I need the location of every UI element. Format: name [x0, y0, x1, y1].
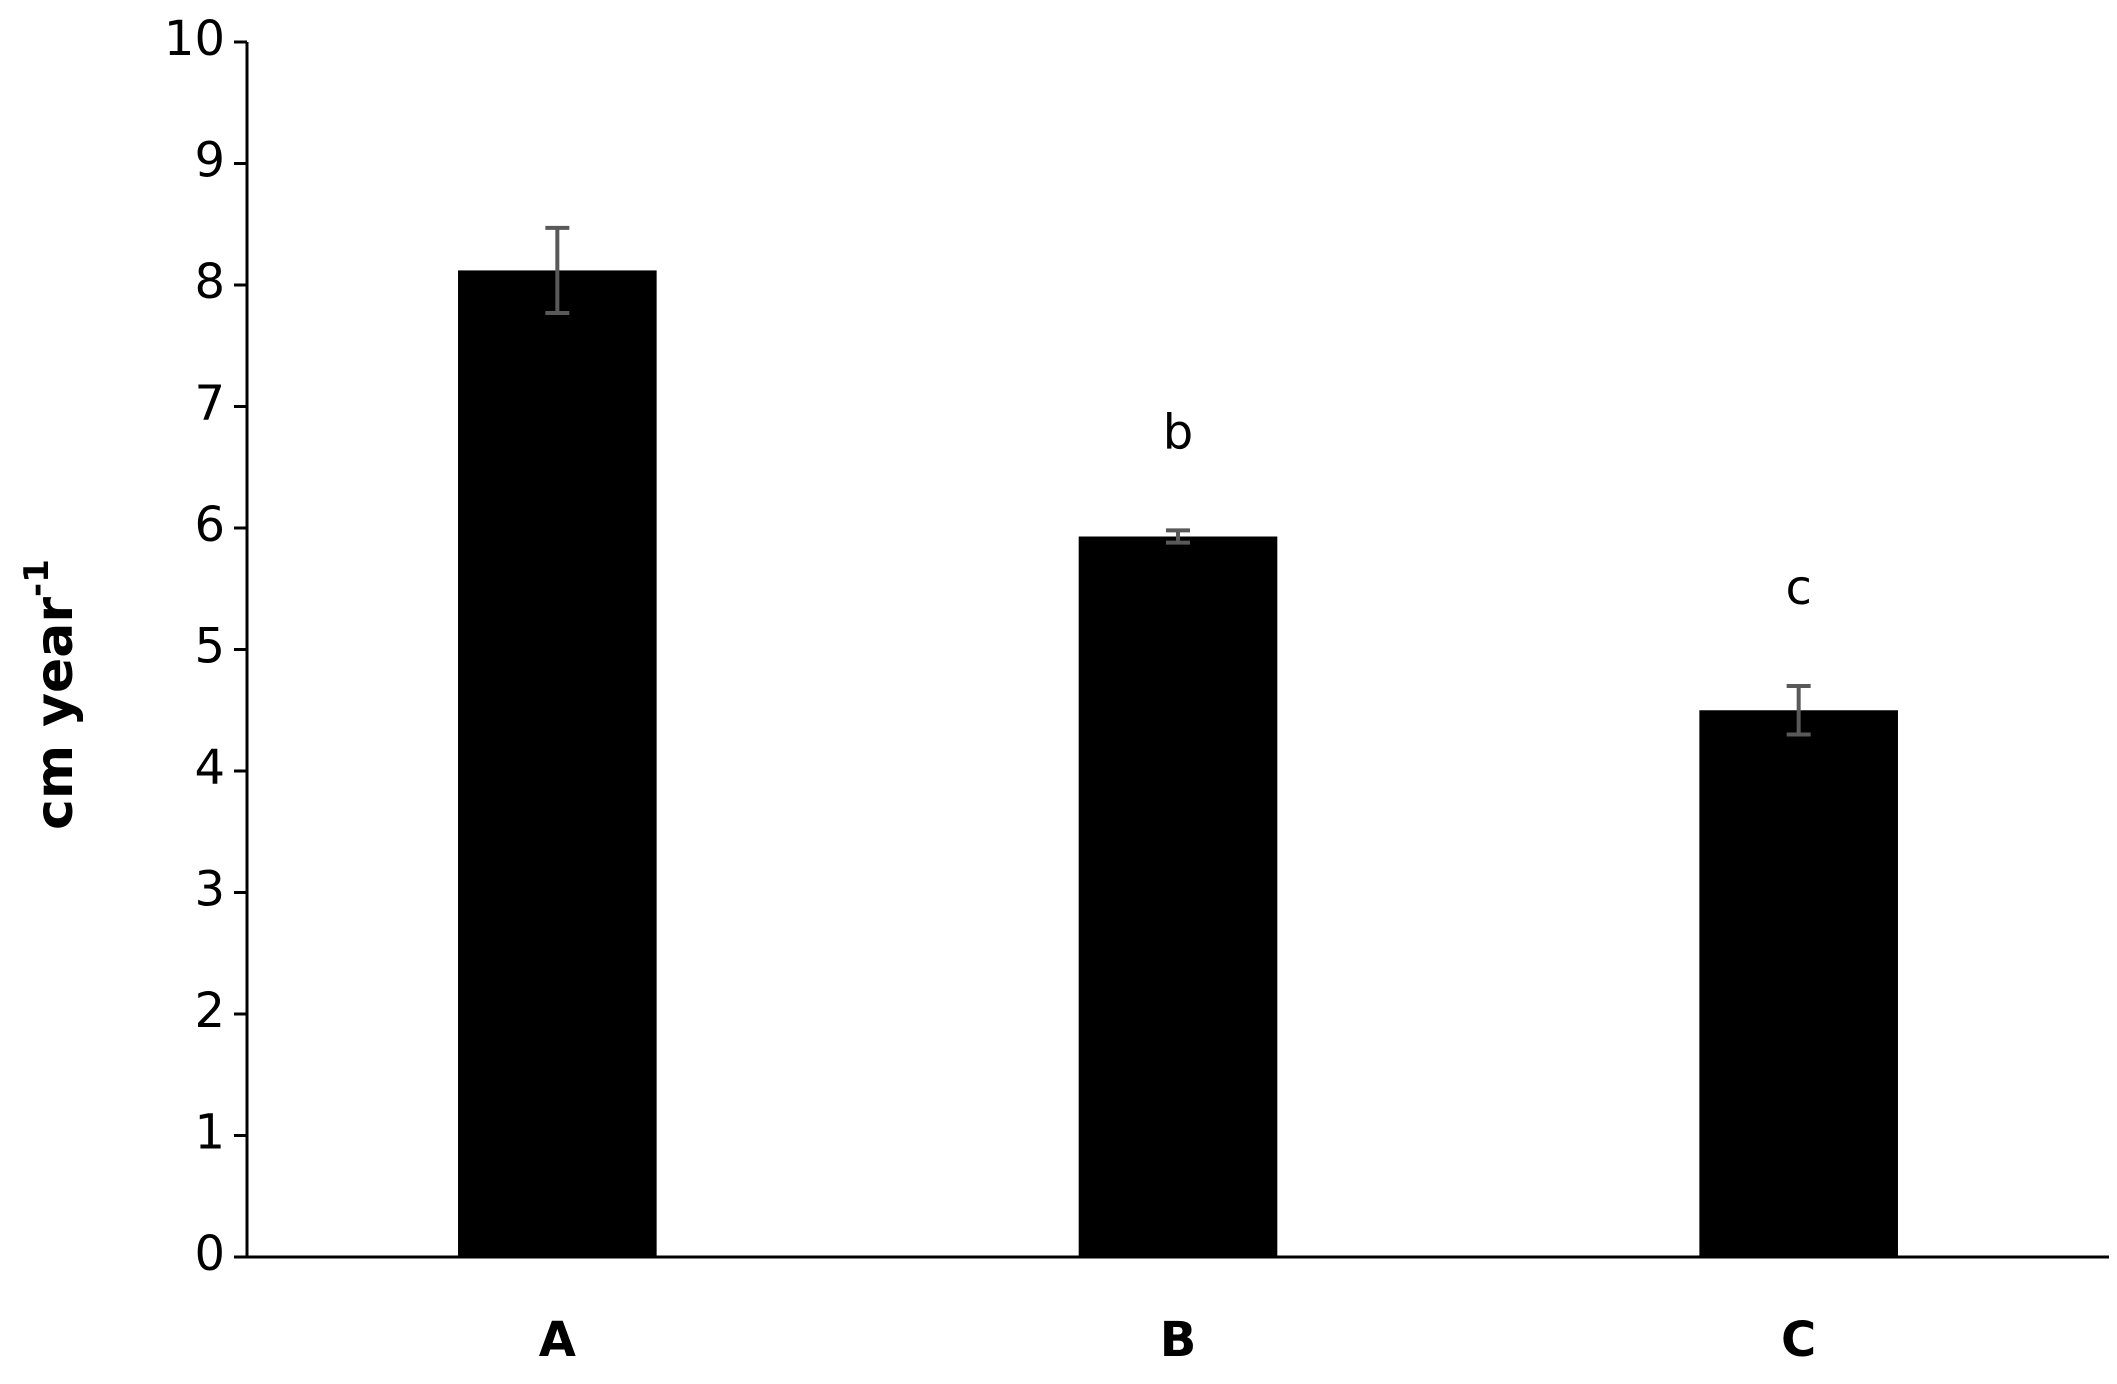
significance-letter: c [1785, 560, 1811, 616]
x-tick-label: C [1781, 1312, 1816, 1368]
x-tick-label: A [539, 1312, 576, 1368]
bar [458, 270, 657, 1257]
significance-letter: b [1163, 404, 1193, 460]
y-tick-label: 10 [164, 11, 225, 67]
y-axis-label-text: cm year [25, 597, 85, 830]
y-tick-label: 6 [194, 497, 225, 553]
y-tick-label: 1 [194, 1105, 225, 1161]
y-tick-label: 9 [194, 133, 225, 189]
bar [1078, 536, 1278, 1257]
y-tick-label: 7 [194, 376, 225, 432]
y-tick-label: 0 [194, 1226, 225, 1282]
y-tick-label: 5 [194, 619, 225, 675]
bar [1699, 710, 1898, 1257]
y-tick-label: 2 [194, 983, 225, 1039]
error-bar [1166, 528, 1190, 545]
y-tick-label: 3 [194, 862, 225, 918]
y-axis-label: cm year-1 [17, 559, 86, 830]
error-bar [545, 225, 570, 315]
y-axis-label-superscript: -1 [17, 559, 57, 597]
x-tick-label: B [1160, 1312, 1197, 1368]
error-bar [1786, 683, 1811, 737]
y-tick-label: 8 [194, 254, 225, 310]
y-tick-label: 4 [194, 740, 225, 796]
